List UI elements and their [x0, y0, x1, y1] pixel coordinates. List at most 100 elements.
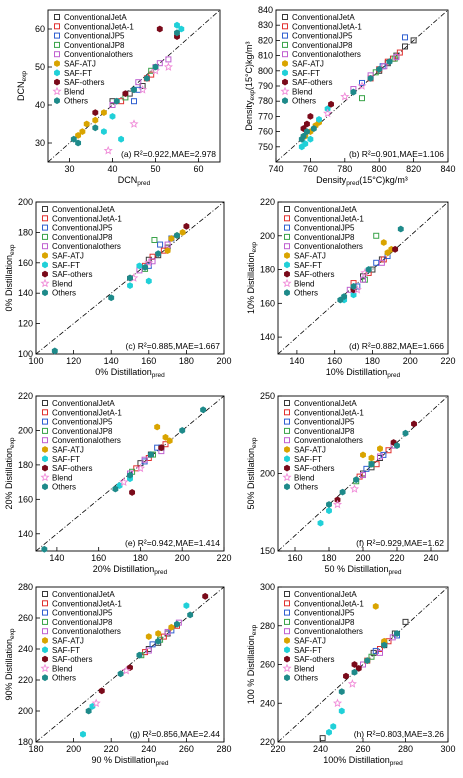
y-tick-label: 100 — [18, 349, 33, 359]
legend-label-cother: Conventionalothers — [64, 50, 133, 59]
legend-label-others: Others — [292, 97, 316, 106]
legend-marker-cjp8 — [284, 233, 290, 240]
x-tick-label: 200 — [355, 553, 370, 563]
x-tick-label: 180 — [179, 356, 194, 366]
legend-label-cjp5: ConventionalJP5 — [52, 224, 113, 233]
data-point-cja — [319, 735, 326, 742]
metrics-annotation: (b) R²=0.901,MAE=1.106 — [349, 149, 444, 159]
legend-marker-atj — [42, 637, 48, 644]
legend-marker-cother — [54, 51, 60, 58]
legend-label-safo: SAF-others — [52, 464, 92, 473]
data-point-atj — [372, 602, 379, 610]
legend-label-cjp5: ConventionalJP5 — [292, 32, 353, 41]
legend-marker-cjp5 — [284, 418, 290, 425]
data-point-atj — [179, 229, 186, 236]
legend-label-atj: SAF-ATJ — [52, 637, 84, 646]
metrics-annotation: (f) R²=0.929,MAE=1.62 — [356, 538, 444, 548]
panel-b: 740 760 780 800 820 840 750 760 770 780 790 800 810 8… — [244, 5, 456, 187]
x-axis-label: 90 % Distillationpred — [91, 755, 168, 767]
data-point-ft — [326, 728, 332, 736]
legend-marker-others — [284, 289, 290, 297]
data-point-others — [364, 657, 371, 665]
legend-marker-blend — [52, 86, 62, 96]
data-point-blend — [357, 81, 367, 90]
data-point-others — [136, 651, 143, 659]
data-point-cother — [381, 63, 388, 70]
data-point-cother — [393, 54, 400, 61]
data-point-cja — [410, 37, 417, 44]
x-axis-label: 100% Distillationpred — [323, 755, 403, 767]
data-point-cother — [109, 102, 116, 108]
data-point-others — [75, 139, 82, 147]
legend-marker-cja — [282, 14, 288, 20]
legend-marker-others — [42, 289, 48, 297]
legend-label-blend: Blend — [292, 87, 312, 96]
legend-marker-ft — [42, 646, 48, 654]
legend-marker-cother — [284, 437, 290, 444]
legend-marker-cjp8 — [54, 41, 60, 48]
legend-marker-cjp8 — [42, 233, 48, 240]
y-tick-label: 220 — [260, 737, 275, 747]
legend-label-cja: ConventionalJetA — [294, 590, 357, 599]
x-tick-label: 220 — [440, 356, 455, 366]
legend-label-cja1: ConventionalJetA-1 — [52, 599, 122, 608]
x-tick-label: 820 — [406, 164, 421, 174]
x-tick-label: 780 — [337, 164, 352, 174]
legend-label-safo: SAF-others — [52, 655, 92, 664]
y-tick-label: 750 — [258, 142, 273, 152]
legend-label-others: Others — [294, 483, 318, 492]
data-point-cother — [389, 634, 396, 641]
data-point-others — [310, 125, 317, 132]
data-point-others — [350, 88, 357, 96]
legend-label-atj: SAF-ATJ — [64, 60, 96, 69]
legend-label-cjp5: ConventionalJP5 — [52, 418, 113, 427]
data-point-cjp5 — [402, 34, 408, 41]
data-point-safo — [355, 664, 362, 672]
legend-label-ft: SAF-FT — [52, 646, 80, 655]
data-point-atj — [145, 633, 152, 640]
data-point-blend — [129, 119, 139, 128]
data-point-safo — [411, 420, 417, 428]
legend-marker-cjp5 — [284, 609, 290, 616]
y-tick-label: 60 — [35, 24, 45, 34]
data-point-blend — [144, 258, 154, 267]
y-tick-label: 820 — [258, 35, 273, 45]
y-tick-label: 280 — [18, 582, 33, 592]
legend-label-cjp5: ConventionalJP5 — [294, 418, 355, 427]
data-point-safo — [92, 109, 99, 116]
x-tick-label: 760 — [303, 164, 318, 174]
data-point-blend — [340, 91, 350, 101]
data-point-safo — [304, 120, 310, 128]
plot-frame — [277, 201, 449, 355]
legend-marker-cja — [284, 591, 290, 597]
legend-marker-atj — [54, 60, 60, 67]
data-point-others — [365, 266, 372, 273]
y-tick-label: 220 — [18, 675, 33, 685]
data-point-cja1 — [148, 71, 155, 78]
data-point-cother — [378, 259, 385, 266]
y-tick-label: 240 — [260, 698, 275, 708]
legend-label-cja: ConventionalJetA — [52, 590, 115, 599]
legend-label-others: Others — [64, 97, 88, 106]
identity-line — [277, 586, 449, 743]
data-point-atj — [79, 128, 86, 135]
data-point-safo — [129, 489, 136, 496]
legend-marker-blend — [40, 278, 50, 288]
legend-marker-safo — [284, 655, 290, 663]
data-point-cjp5 — [373, 259, 380, 266]
x-tick-label: 160 — [287, 553, 302, 563]
y-tick-label: 200 — [18, 706, 33, 716]
data-point-cother — [156, 60, 163, 67]
data-point-ft — [174, 21, 180, 29]
data-point-atj — [380, 239, 387, 246]
y-axis-label: 20% Distillationexp — [4, 437, 16, 509]
data-point-others — [300, 132, 307, 140]
x-tick-label: 200 — [216, 356, 231, 366]
plot-frame — [35, 586, 225, 743]
legend-marker-cjp5 — [284, 224, 290, 231]
legend-label-cja1: ConventionalJetA-1 — [52, 214, 122, 223]
data-point-others — [394, 442, 400, 449]
data-point-others — [341, 293, 348, 300]
legend-label-cja: ConventionalJetA — [52, 399, 115, 408]
x-tick-label: 260 — [355, 744, 370, 754]
